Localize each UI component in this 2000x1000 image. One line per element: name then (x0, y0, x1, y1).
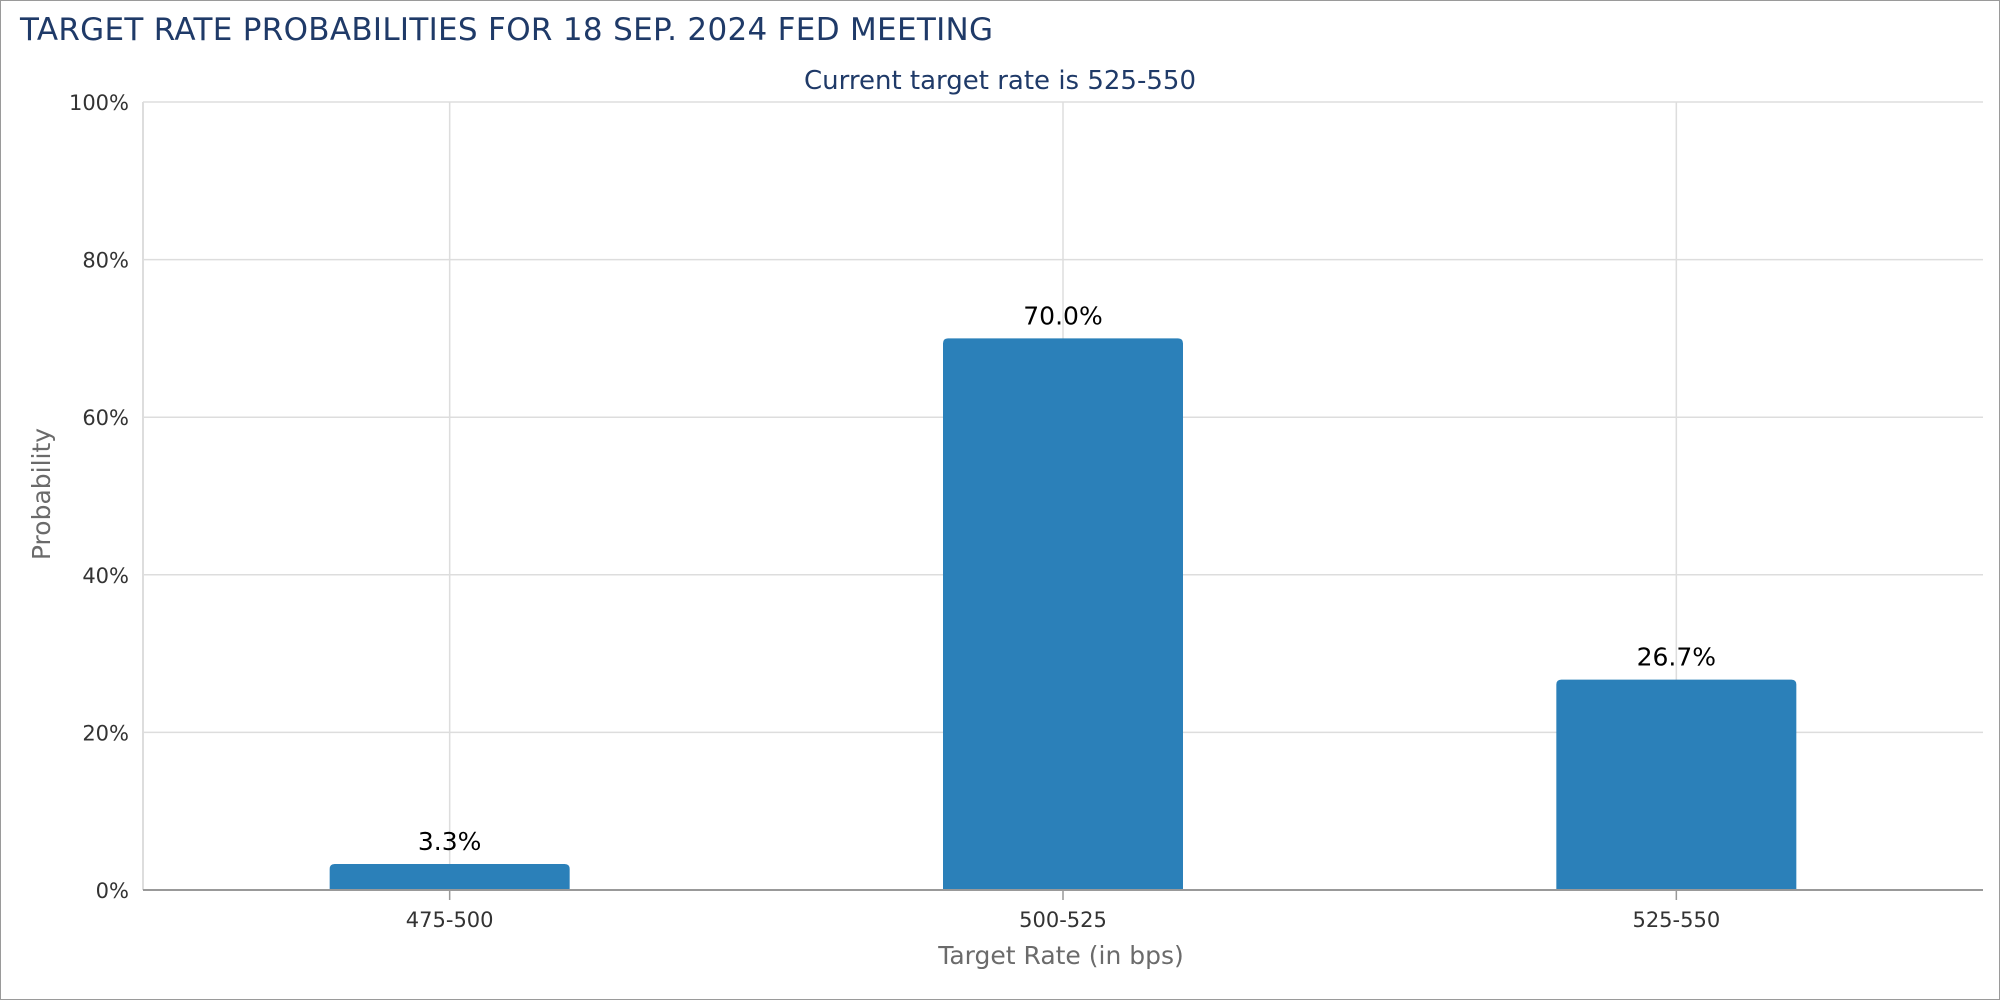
y-tick-label: 60% (82, 406, 129, 430)
y-tick-label: 100% (69, 91, 129, 115)
bar-500-525[interactable] (943, 338, 1183, 890)
x-tick-label: 500-525 (1019, 908, 1107, 932)
x-tick-label: 475-500 (406, 908, 494, 932)
y-tick-label: 20% (82, 721, 129, 745)
y-tick-label: 80% (82, 249, 129, 273)
data-label: 26.7% (1637, 643, 1716, 672)
x-axis-label: Target Rate (in bps) (937, 941, 1184, 970)
axes: 0% 20% 40% 60% 80% 100% 475-500 500-525 525-550 (69, 91, 1983, 932)
bar-525-550[interactable] (1556, 679, 1797, 890)
data-label: 70.0% (1023, 301, 1102, 330)
x-tick-label: 525-550 (1632, 908, 1720, 932)
y-tick-label: 40% (82, 564, 129, 588)
data-label: 3.3% (418, 827, 482, 856)
chart-subtitle: Current target rate is 525-550 (804, 66, 1196, 96)
y-axis-label: Probability (27, 428, 56, 560)
y-tick-label: 0% (96, 879, 129, 903)
bars: 3.3% 70.0% 26.7% (329, 301, 1797, 890)
bar-475-500[interactable] (329, 863, 570, 890)
chart-title: TARGET RATE PROBABILITIES FOR 18 SEP. 20… (20, 12, 994, 48)
